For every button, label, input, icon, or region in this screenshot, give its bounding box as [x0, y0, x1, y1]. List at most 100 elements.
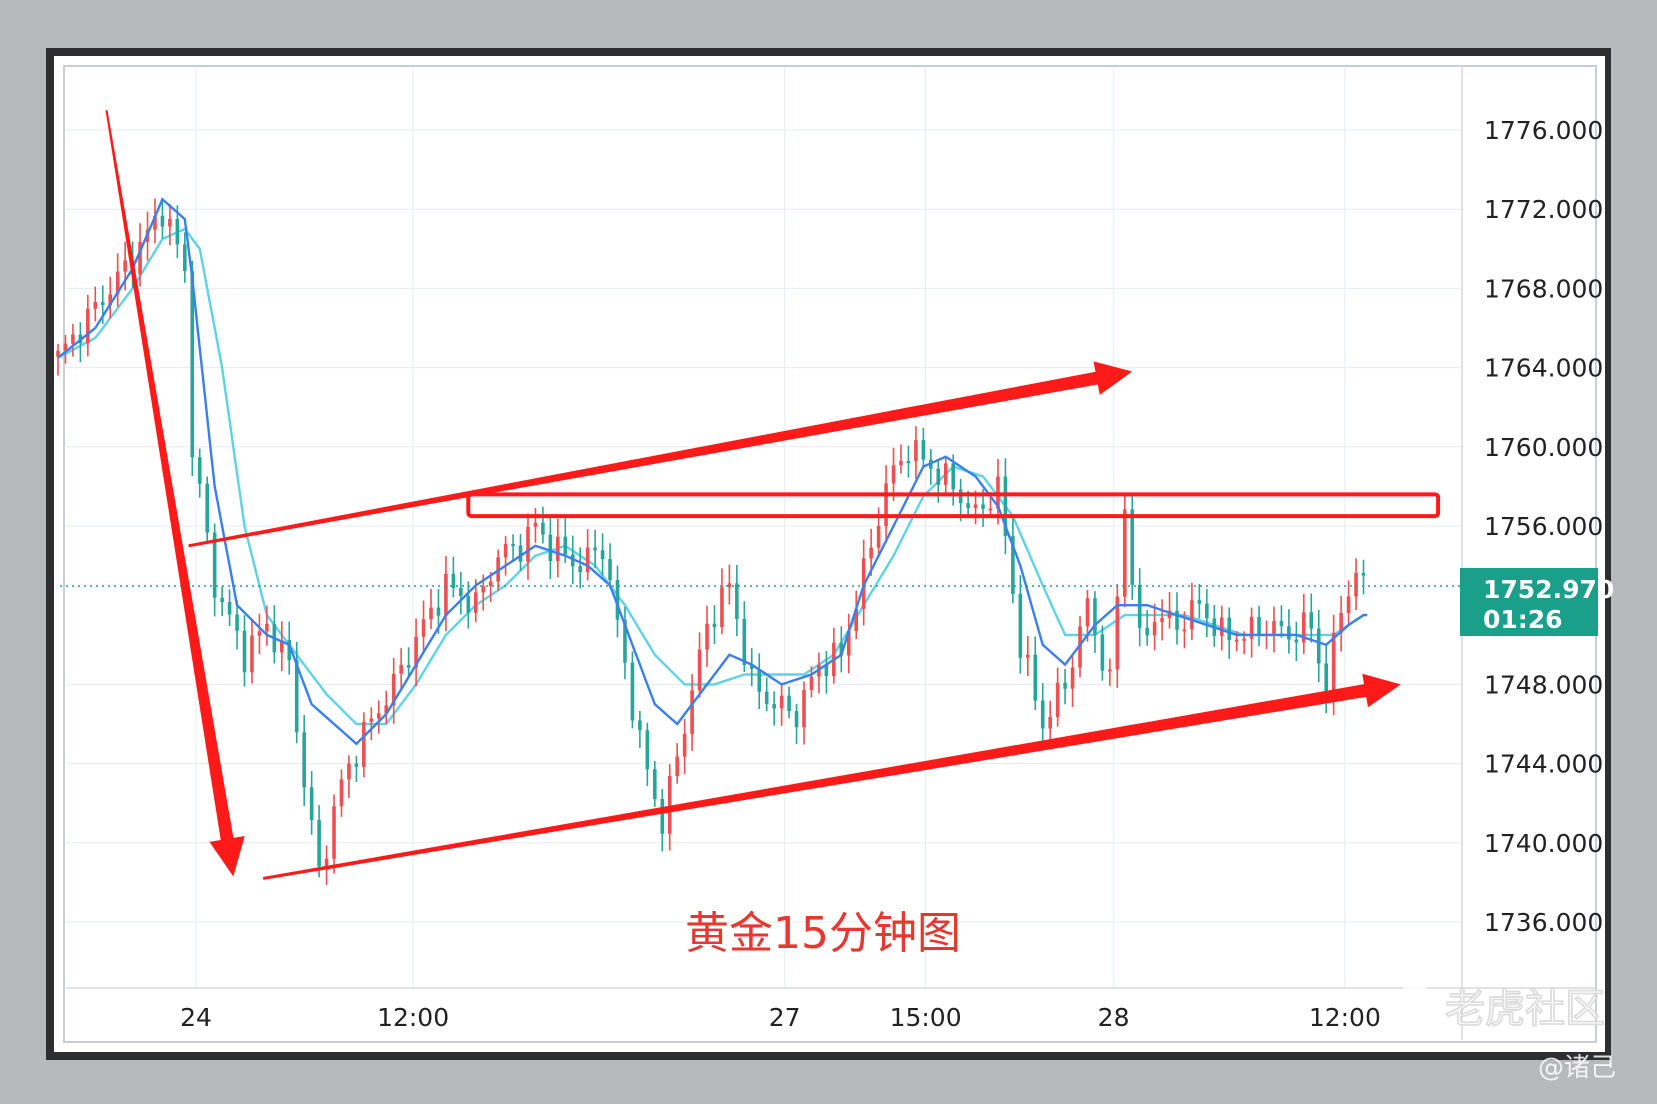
candle-body — [787, 695, 791, 712]
candle-body — [354, 763, 359, 767]
candle-body — [376, 713, 381, 719]
candle-body — [1040, 700, 1045, 729]
candle-body — [138, 241, 142, 275]
x-tick-label: 28 — [1098, 1003, 1130, 1032]
candle-body — [1160, 617, 1164, 622]
candle-body — [727, 583, 732, 588]
ma-fast-line — [57, 197, 1368, 746]
candle-body — [242, 630, 247, 673]
candle-body — [429, 607, 433, 620]
candle-body — [1026, 654, 1030, 658]
candle-body — [391, 673, 396, 706]
resistance-box — [466, 492, 1441, 519]
candle-body — [556, 536, 560, 562]
candle-body — [1085, 598, 1090, 627]
candle-body — [1048, 717, 1052, 729]
candle-body — [227, 602, 232, 615]
candle-body — [846, 631, 851, 656]
candle-body — [197, 457, 202, 484]
y-tick-label: 1776.000 — [1484, 116, 1603, 145]
candle-body — [459, 587, 463, 597]
candle-body — [1003, 476, 1008, 537]
candle-body — [1361, 572, 1366, 576]
candle-body — [115, 271, 120, 295]
candle-body — [332, 806, 336, 859]
current-price-value: 1752.970 — [1483, 575, 1614, 604]
candle-body — [481, 586, 486, 593]
candle-body — [660, 799, 665, 834]
candle-body — [123, 260, 127, 272]
candle-body — [1354, 572, 1358, 597]
candle-body — [1108, 669, 1112, 672]
candle-body — [1294, 639, 1299, 643]
candle-body — [623, 619, 627, 663]
candle-body — [563, 536, 568, 555]
candle-body — [794, 711, 799, 728]
candle-body — [324, 858, 329, 867]
candle-body — [653, 769, 657, 800]
candle-body — [220, 597, 224, 603]
candle-body — [63, 343, 68, 351]
candle-body — [1279, 621, 1284, 627]
candle-body — [936, 468, 941, 485]
candle-body — [1093, 598, 1097, 635]
candle-body — [473, 592, 478, 613]
candle-body — [1197, 600, 1202, 604]
x-tick-label: 12:00 — [1309, 1003, 1381, 1032]
candle-body — [1316, 628, 1321, 664]
candle-body — [414, 636, 418, 668]
candle-body — [757, 668, 762, 692]
candle-body — [749, 664, 754, 669]
x-tick-label: 27 — [769, 1003, 801, 1032]
candle-body — [205, 483, 209, 533]
candle-body — [153, 215, 157, 230]
candle-body — [585, 547, 590, 573]
candle-body — [250, 635, 254, 673]
candle-body — [988, 508, 993, 511]
candle-body — [421, 619, 426, 637]
candle-body — [943, 463, 948, 485]
candle-body — [339, 779, 344, 807]
candle-body — [1145, 627, 1149, 636]
y-tick-label: 1768.000 — [1484, 274, 1603, 303]
candle-body — [93, 301, 98, 309]
x-tick-label: 12:00 — [377, 1003, 449, 1032]
candle-body — [257, 631, 262, 636]
candle-body — [511, 543, 515, 546]
candle-body — [466, 596, 471, 613]
y-tick-label: 1760.000 — [1484, 433, 1603, 462]
candle-body — [317, 820, 321, 867]
down-trend-arrow — [105, 110, 235, 848]
candle-body — [876, 526, 881, 548]
candle-body — [1115, 596, 1120, 670]
y-tick-label: 1736.000 — [1484, 908, 1603, 937]
candle-body — [1018, 593, 1023, 658]
candle-body — [973, 504, 978, 509]
channel-line-1 — [188, 370, 1106, 548]
channel-arrow-head-2 — [1362, 673, 1401, 708]
candle-body — [1100, 634, 1105, 671]
candle-body — [899, 460, 903, 466]
candle-body — [593, 547, 597, 551]
candle-body — [1302, 612, 1306, 643]
candlesticks — [56, 198, 1366, 886]
candle-body — [1070, 667, 1075, 689]
candle-body — [705, 623, 709, 650]
candle-body — [951, 463, 955, 490]
candle-body — [302, 732, 306, 788]
y-tick-label: 1764.000 — [1484, 354, 1603, 383]
y-tick-label: 1744.000 — [1484, 750, 1603, 779]
watermark-author: @诸己 — [1538, 1053, 1616, 1083]
down-trend-arrow-head — [209, 836, 245, 877]
candle-body — [1234, 639, 1239, 642]
x-tick-label: 24 — [180, 1003, 212, 1032]
candle-body — [294, 659, 299, 733]
ma-slow-path — [57, 227, 1368, 726]
candle-body — [309, 787, 314, 821]
x-tick-label: 15:00 — [890, 1003, 962, 1032]
watermark: 老虎社区 @诸己 — [1392, 985, 1616, 1083]
y-tick-label: 1756.000 — [1484, 512, 1603, 541]
candle-body — [1227, 617, 1232, 641]
candle-body — [764, 691, 769, 705]
